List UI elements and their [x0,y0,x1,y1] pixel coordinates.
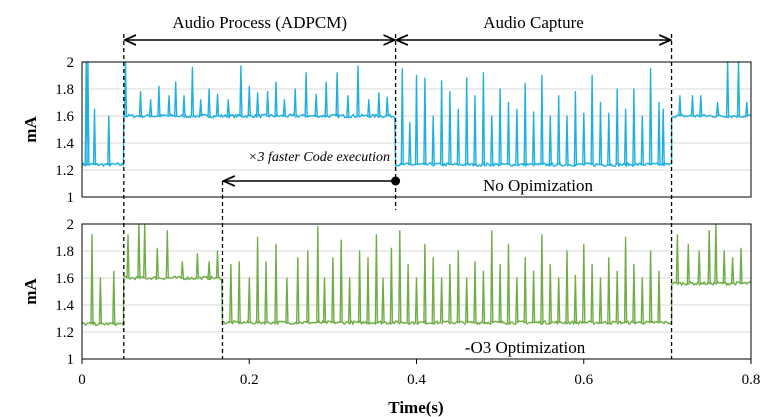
speedup-label: ×3 faster Code execution [248,150,390,165]
phase-arrows: Audio Process (ADPCM) Audio Capture [125,13,671,40]
no-optimization-plot: 2 1.8 1.6 1.4 1.2 1 mA No Opimization [21,55,752,206]
y-tick-label: 1.4 [55,136,74,152]
y-tick-label: 1.8 [55,244,74,260]
audio-capture-label: Audio Capture [483,13,584,32]
x-tick-label: 0.6 [574,372,593,388]
series-line [81,223,751,327]
x-tick-label: 0.8 [742,372,761,388]
y-axis-label-bottom: mA [21,278,40,305]
x-axis-label: Time(s) [388,398,443,417]
y-tick-label: 2 [67,217,75,233]
y-tick-label: 1.8 [55,82,74,98]
y-tick-label: 2 [67,55,75,71]
o3-optimization-label: -O3 Optimization [465,338,586,357]
phase-boundaries [123,34,673,359]
y-tick-label: 1.6 [55,271,74,287]
y-axis-label-top: mA [21,116,40,143]
y-tick-label: 1 [67,190,75,206]
y-ticks-top: 2 1.8 1.6 1.4 1.2 1 [55,55,74,206]
x-ticks: 0 0.2 0.4 0.6 0.8 [78,359,760,388]
x-tick-label: 0.2 [240,372,259,388]
speedup-annotation: ×3 faster Code execution [223,150,401,186]
x-tick-label: 0.4 [407,372,426,388]
y-tick-label: 1.2 [55,163,74,179]
no-optimization-label: No Opimization [483,176,594,195]
y-tick-label: 1.4 [55,298,74,314]
audio-process-label: Audio Process (ADPCM) [172,13,347,32]
plot-frame-top [81,61,752,198]
series-line [81,61,751,168]
x-tick-label: 0 [78,372,86,388]
series-o3-optimization [81,223,751,327]
series-no-optimization [81,61,751,168]
y-tick-label: 1 [67,352,75,368]
o3-optimization-plot: 21.81.61.41.21 mA -O3 Optimization 0 0.2 0… [21,217,760,417]
y-tick-label: 1.2 [55,325,74,341]
speedup-origin-dot [391,176,401,186]
y-ticks-bottom: 2 1.8 1.6 1.4 1.2 1 [55,217,74,368]
y-tick-label: 1.6 [55,109,74,125]
